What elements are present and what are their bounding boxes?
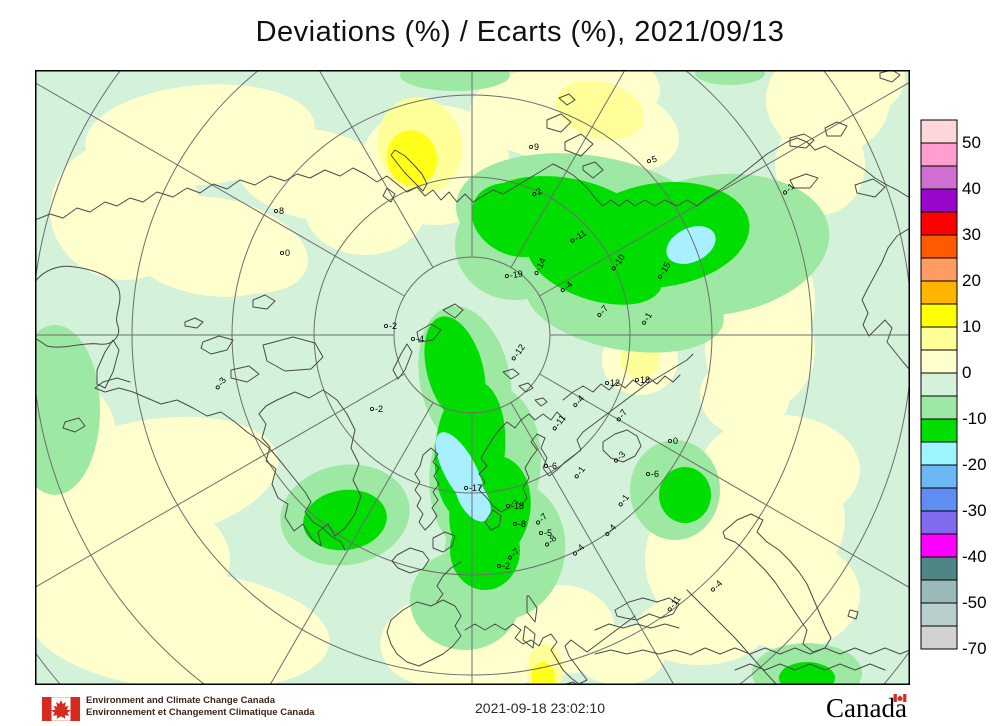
legend-swatch	[920, 234, 958, 259]
page-title: Deviations (%) / Ecarts (%), 2021/09/13	[255, 16, 785, 48]
legend-swatch	[920, 533, 958, 558]
legend-swatch	[920, 372, 958, 397]
department-name-fr: Environnement et Changement Climatique C…	[86, 706, 315, 718]
legend-swatch	[920, 142, 958, 167]
svg-text:18: 18	[640, 375, 650, 385]
legend-swatch	[920, 441, 958, 466]
svg-text:-4: -4	[416, 334, 424, 344]
legend-tick-label: -50	[962, 593, 987, 612]
footer: Environment and Climate Change Canada En…	[0, 691, 1000, 726]
svg-text:5: 5	[650, 154, 658, 165]
anomaly-region-plus-10-15	[386, 130, 555, 685]
legend-swatch	[920, 418, 958, 443]
legend-tick-label: 10	[962, 317, 981, 336]
coastlines	[35, 70, 910, 685]
legend-tick-label: -70	[962, 639, 987, 658]
generation-timestamp: 2021-09-18 23:02:10	[475, 700, 605, 716]
legend-tick-label: 20	[962, 271, 981, 290]
svg-text:2: 2	[534, 186, 543, 197]
svg-text:-2: -2	[389, 321, 397, 331]
wordmark-flag-icon	[893, 694, 907, 702]
canada-flag-icon	[42, 697, 80, 721]
svg-text:-18: -18	[511, 501, 524, 511]
legend-swatch	[920, 188, 958, 213]
color-scale-legend: 50 40 30 20 10 0 -10 -20 -30 -40 -50 -70	[920, 119, 1000, 658]
legend-tick-label: 40	[962, 179, 981, 198]
svg-text:-8: -8	[518, 519, 526, 529]
graticule	[35, 70, 910, 685]
legend-swatch	[920, 556, 958, 581]
svg-text:-19: -19	[509, 268, 524, 280]
anomaly-region-minus-10-15	[303, 176, 835, 685]
department-signature: Environment and Climate Change Canada En…	[86, 695, 315, 718]
legend-swatch	[920, 326, 958, 351]
svg-text:9: 9	[534, 142, 539, 152]
department-name-en: Environment and Climate Change Canada	[86, 695, 275, 706]
legend-swatch	[920, 625, 958, 650]
svg-text:-2: -2	[502, 561, 510, 571]
svg-text:0: 0	[673, 436, 678, 446]
canada-wordmark: Canada	[826, 691, 936, 725]
legend-swatch	[920, 395, 958, 420]
legend-swatch	[920, 211, 958, 236]
canada-wordmark-text: Canada	[826, 693, 907, 723]
svg-text:-6: -6	[549, 461, 557, 471]
legend-swatch	[920, 579, 958, 604]
svg-text:-2: -2	[375, 404, 383, 414]
svg-text:0: 0	[285, 248, 290, 258]
legend-tick-label: -40	[962, 547, 987, 566]
anomaly-map: 8 9 5 2 0 -11 -14 -19 -10 -15 -4 -7 -1 -1 -12 -2 -4 -2 -3 1…	[35, 70, 910, 685]
anomaly-region-plus-0-5	[35, 70, 905, 685]
legend-swatch	[920, 602, 958, 627]
legend-tick-label: 0	[962, 363, 972, 382]
legend-swatch	[920, 510, 958, 535]
legend-swatch	[920, 464, 958, 489]
legend-tick-label: 50	[962, 133, 981, 152]
legend-swatch	[920, 257, 958, 282]
legend-swatch	[920, 119, 958, 144]
legend-tick-label: -30	[962, 501, 987, 520]
legend-swatch	[920, 487, 958, 512]
legend-swatch	[920, 165, 958, 190]
legend-swatch	[920, 280, 958, 305]
legend-tick-label: 30	[962, 225, 981, 244]
legend-tick-label: -20	[962, 455, 987, 474]
svg-text:-14: -14	[533, 256, 548, 272]
legend-tick-label: -10	[962, 409, 987, 428]
svg-text:8: 8	[279, 206, 284, 216]
svg-text:-17: -17	[469, 483, 482, 493]
svg-text:-6: -6	[651, 469, 659, 479]
map-frame	[35, 70, 910, 685]
legend-swatches	[920, 119, 958, 650]
legend-swatch	[920, 303, 958, 328]
svg-text:-1: -1	[641, 311, 654, 323]
svg-text:-5: -5	[544, 528, 552, 538]
legend-swatch	[920, 349, 958, 374]
svg-text:12: 12	[610, 378, 620, 388]
